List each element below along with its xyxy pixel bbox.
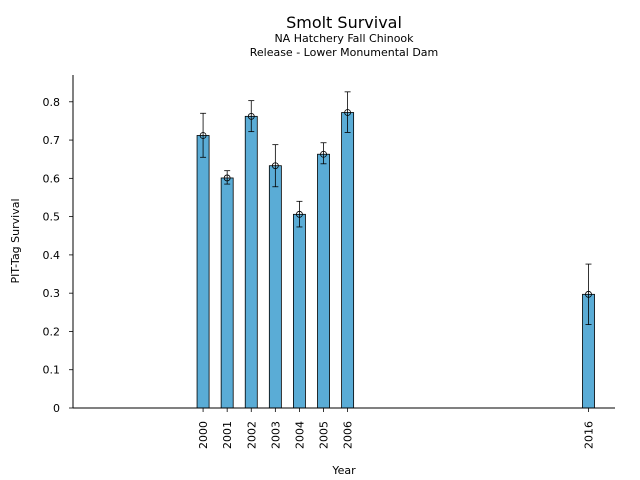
bar-2003 (268, 165, 282, 409)
bar-2002 (244, 115, 258, 409)
x-tick-label-2002: 2002 (245, 421, 258, 449)
x-tick-label-2004: 2004 (293, 421, 306, 449)
y-tick-label-0.4: 0.4 (43, 249, 61, 262)
y-tick-label-0.8: 0.8 (43, 96, 61, 109)
y-tick-label-0.6: 0.6 (43, 172, 61, 185)
point-marker-2006 (344, 109, 352, 116)
x-axis-ticks: 2000 2001 2002 2003 2004 2005 2006 2016 (197, 408, 596, 449)
point-marker-2000 (199, 132, 207, 139)
bar-2006 (341, 112, 355, 409)
y-tick-label-0.5: 0.5 (43, 211, 61, 224)
x-tick-label-2005: 2005 (318, 421, 331, 449)
point-marker-2004 (296, 210, 303, 218)
x-tick-label-2016: 2016 (583, 421, 596, 449)
chart-subtitle-line-2: Release - Lower Monumental Dam (250, 46, 439, 59)
bar-2000 (196, 135, 210, 409)
x-tick-label-2000: 2000 (197, 421, 210, 449)
bar-2005 (317, 153, 330, 409)
x-axis-label: Year (331, 464, 356, 477)
chart-subtitle-line-1: NA Hatchery Fall Chinook (274, 32, 414, 45)
bar-group (196, 112, 595, 409)
point-marker-2003 (271, 162, 279, 170)
y-axis-ticks: 0 0.1 0.2 0.3 0.4 0.5 0.6 0.7 0.8 (43, 96, 73, 415)
point-marker-2016 (585, 290, 592, 298)
y-tick-label-0.3: 0.3 (43, 287, 61, 300)
x-tick-label-2001: 2001 (221, 421, 234, 449)
bar-2001 (220, 177, 234, 409)
y-tick-label-0: 0 (53, 402, 60, 415)
error-bar-group (200, 91, 592, 325)
marker-group (199, 109, 592, 298)
y-tick-label-0.2: 0.2 (43, 325, 61, 338)
point-marker-2005 (320, 150, 327, 158)
y-axis-label: PIT-Tag Survival (9, 198, 22, 283)
y-tick-label-0.7: 0.7 (43, 134, 61, 147)
chart-title: Smolt Survival (286, 13, 402, 32)
bar-2004 (293, 213, 306, 409)
x-tick-label-2006: 2006 (342, 421, 355, 449)
x-tick-label-2003: 2003 (269, 421, 282, 449)
point-marker-2001 (223, 174, 231, 182)
point-marker-2002 (247, 112, 255, 120)
y-tick-label-0.1: 0.1 (43, 364, 61, 377)
